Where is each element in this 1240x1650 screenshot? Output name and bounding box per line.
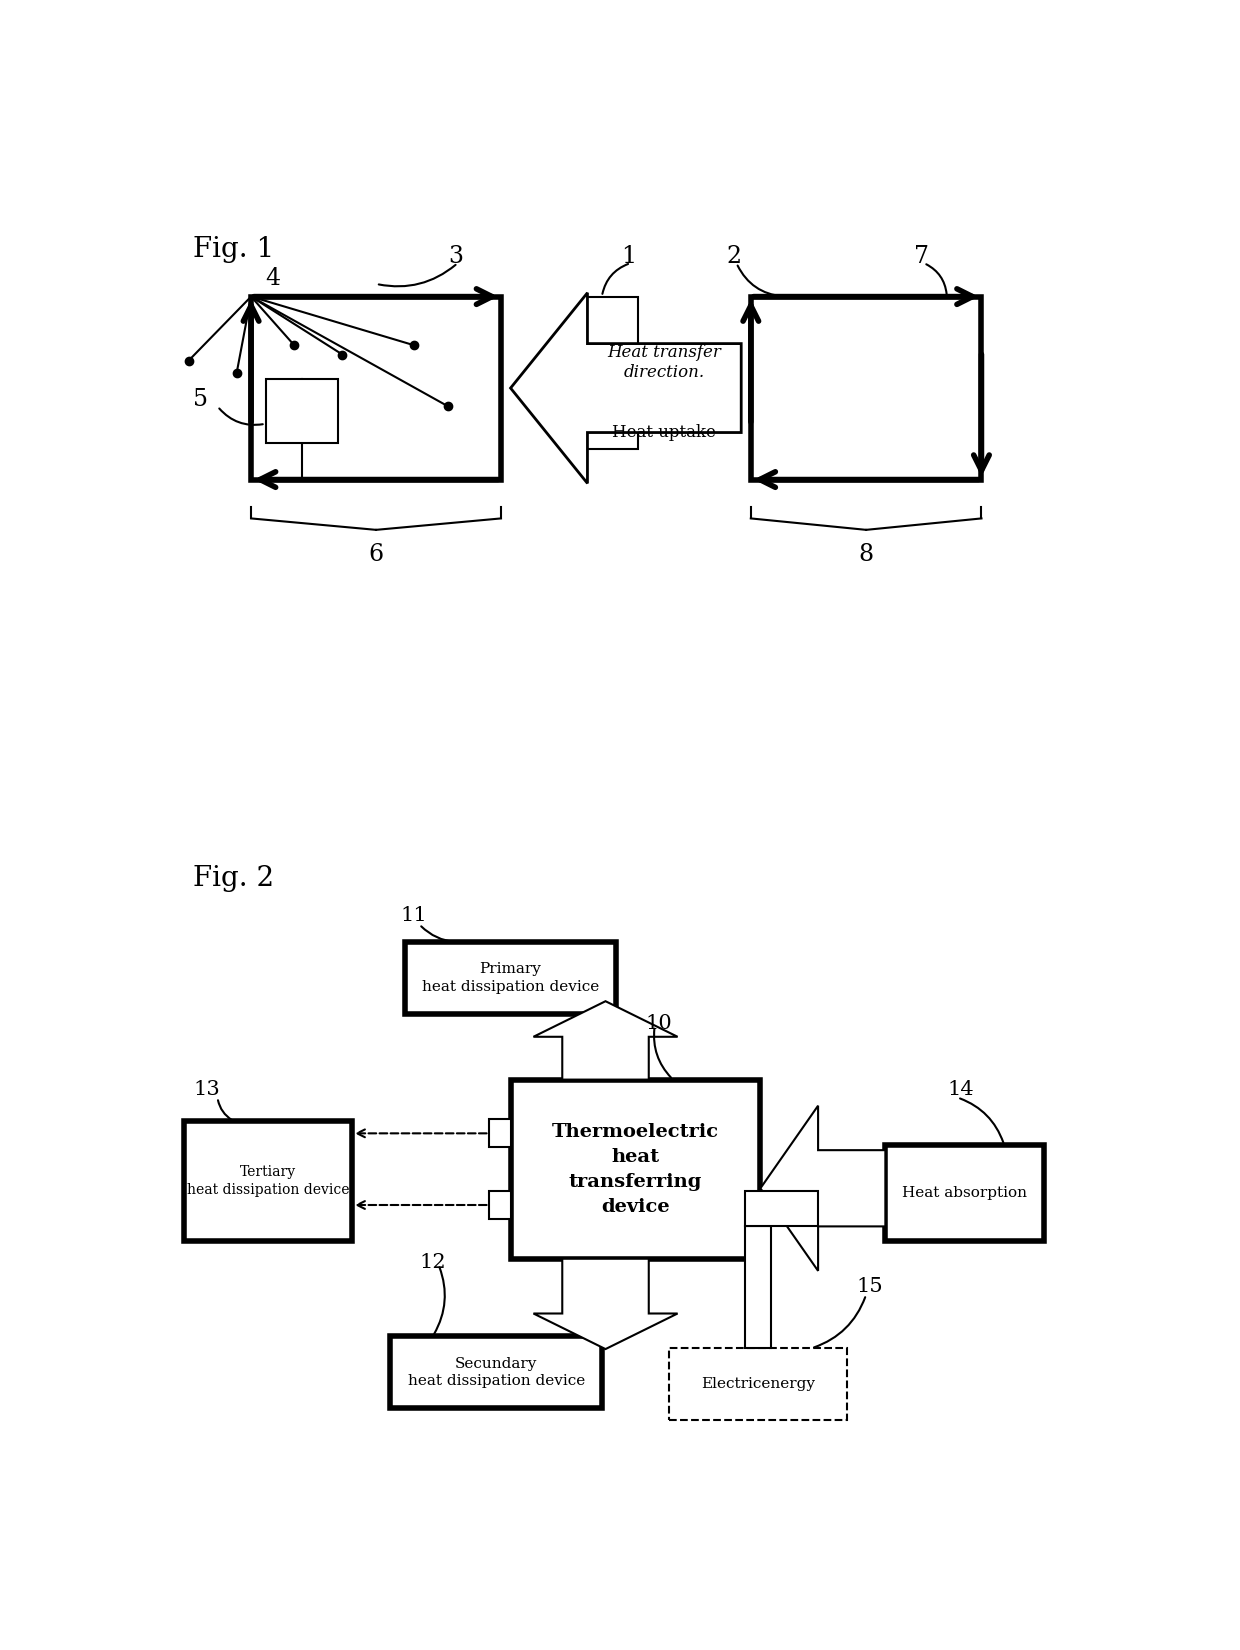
- Polygon shape: [760, 1106, 885, 1270]
- Text: 5: 5: [193, 388, 208, 411]
- Bar: [184, 1122, 352, 1241]
- Bar: [511, 1079, 760, 1259]
- Text: 3: 3: [448, 244, 463, 267]
- Bar: [670, 1348, 847, 1421]
- Text: Heat uptake: Heat uptake: [613, 424, 717, 441]
- Bar: [744, 1226, 771, 1348]
- Text: 10: 10: [645, 1013, 672, 1033]
- Bar: [490, 1191, 511, 1219]
- Polygon shape: [533, 1259, 677, 1350]
- Text: Tertiary
heat dissipation device: Tertiary heat dissipation device: [187, 1165, 350, 1196]
- Bar: [751, 297, 982, 480]
- Text: 11: 11: [401, 906, 427, 926]
- Bar: [265, 380, 337, 442]
- Text: 6: 6: [368, 543, 383, 566]
- Bar: [585, 393, 637, 449]
- Text: Heat transfer
direction.: Heat transfer direction.: [608, 345, 722, 381]
- Text: Electricenergy: Electricenergy: [701, 1378, 815, 1391]
- Bar: [744, 1191, 818, 1226]
- Bar: [250, 297, 501, 480]
- Text: 14: 14: [947, 1079, 975, 1099]
- Text: 4: 4: [265, 267, 280, 290]
- Bar: [585, 297, 637, 353]
- Bar: [391, 1336, 601, 1407]
- Text: 2: 2: [727, 244, 742, 267]
- Text: 15: 15: [857, 1277, 883, 1295]
- Text: 1: 1: [621, 244, 636, 267]
- Text: Primary
heat dissipation device: Primary heat dissipation device: [422, 962, 599, 993]
- Polygon shape: [511, 292, 742, 483]
- Polygon shape: [533, 1002, 677, 1079]
- Text: Fig. 1: Fig. 1: [193, 236, 275, 262]
- Text: 7: 7: [914, 244, 929, 267]
- Text: 13: 13: [193, 1079, 221, 1099]
- Bar: [885, 1145, 1044, 1241]
- Bar: [490, 1119, 511, 1147]
- Text: 8: 8: [858, 543, 874, 566]
- Text: Heat absorption: Heat absorption: [903, 1186, 1027, 1200]
- Text: Fig. 2: Fig. 2: [193, 865, 274, 891]
- Text: Thermoelectric
heat
transferring
device: Thermoelectric heat transferring device: [552, 1122, 719, 1216]
- Bar: [404, 942, 616, 1013]
- Text: Secundary
heat dissipation device: Secundary heat dissipation device: [408, 1356, 585, 1388]
- Text: 12: 12: [419, 1252, 446, 1272]
